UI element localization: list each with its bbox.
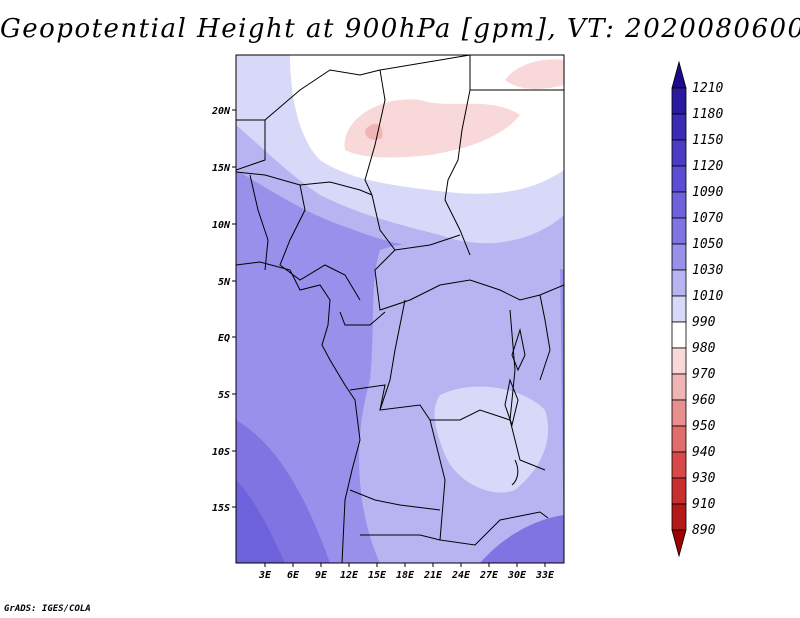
colorbar-swatch <box>671 503 687 531</box>
colorbar-level-label: 1050 <box>692 237 723 252</box>
footer-credit: GrADS: IGES/COLA <box>4 604 91 614</box>
colorbar-swatch <box>671 113 687 141</box>
colorbar-swatch <box>671 347 687 375</box>
lat-label: EQ <box>218 333 230 344</box>
lat-label: 15N <box>212 163 231 174</box>
colorbar-swatch <box>671 425 687 453</box>
lon-axis: 3E 6E 9E 12E 15E 18E 21E 24E 27E 30E 33E <box>258 563 555 581</box>
colorbar-level-label: 950 <box>692 419 716 434</box>
colorbar-level-label: 1090 <box>692 185 723 200</box>
lat-label: 15S <box>212 503 230 514</box>
colorbar-swatch <box>671 321 687 349</box>
colorbar-swatch <box>671 399 687 427</box>
colorbar-level-label: 940 <box>692 445 716 460</box>
lon-label: 12E <box>340 570 359 581</box>
colorbar-swatch <box>671 60 687 89</box>
colorbar-level-label: 1010 <box>692 289 723 304</box>
country-borders <box>236 55 564 563</box>
lon-label: 3E <box>258 570 272 581</box>
colorbar-swatches <box>671 60 687 558</box>
lat-label: 10S <box>212 447 230 458</box>
colorbar: 1210 1180 1150 1120 1090 1070 1050 1030 1010 990 9… <box>671 60 723 558</box>
lon-label: 15E <box>368 570 387 581</box>
colorbar-swatch <box>671 373 687 401</box>
map-title: Geopotential Height at 900hPa [gpm], VT:… <box>0 14 800 44</box>
colorbar-swatch <box>671 477 687 505</box>
colorbar-swatch <box>671 243 687 271</box>
lon-label: 27E <box>479 570 499 581</box>
lat-label: 5S <box>218 390 230 401</box>
colorbar-level-label: 990 <box>692 315 716 330</box>
lon-label: 21E <box>423 570 443 581</box>
colorbar-level-label: 890 <box>692 523 716 538</box>
colorbar-swatch <box>671 217 687 245</box>
lon-label: 18E <box>396 570 415 581</box>
colorbar-swatch <box>671 529 687 558</box>
lat-label: 10N <box>212 220 231 231</box>
colorbar-swatch <box>671 165 687 193</box>
lon-label: 24E <box>451 570 471 581</box>
colorbar-level-label: 960 <box>692 393 716 408</box>
lon-label: 9E <box>315 570 328 581</box>
colorbar-level-label: 1210 <box>692 81 723 96</box>
colorbar-level-label: 1180 <box>692 107 723 122</box>
lat-label: 5N <box>218 277 231 288</box>
lat-label: 20N <box>211 106 231 117</box>
lat-axis: 20N 15N 10N 5N EQ 5S 10S 15S <box>211 106 236 514</box>
colorbar-swatch <box>671 295 687 323</box>
colorbar-level-label: 1030 <box>692 263 723 278</box>
colorbar-level-label: 1150 <box>692 133 723 148</box>
colorbar-swatch <box>671 269 687 297</box>
colorbar-level-label: 1070 <box>692 211 723 226</box>
plot-frame <box>235 54 565 564</box>
colorbar-level-label: 970 <box>692 367 716 382</box>
lon-label: 30E <box>507 570 527 581</box>
colorbar-level-label: 980 <box>692 341 716 356</box>
colorbar-level-label: 1120 <box>692 159 723 174</box>
colorbar-level-label: 910 <box>692 497 716 512</box>
colorbar-swatch <box>671 139 687 167</box>
colorbar-level-label: 930 <box>692 471 716 486</box>
lon-label: 33E <box>535 570 555 581</box>
colorbar-swatch <box>671 191 687 219</box>
colorbar-swatch <box>671 87 687 115</box>
contour-field <box>236 55 564 563</box>
lon-label: 6E <box>287 570 300 581</box>
colorbar-labels: 1210 1180 1150 1120 1090 1070 1050 1030 1010 990 9… <box>692 81 723 538</box>
colorbar-swatch <box>671 451 687 479</box>
